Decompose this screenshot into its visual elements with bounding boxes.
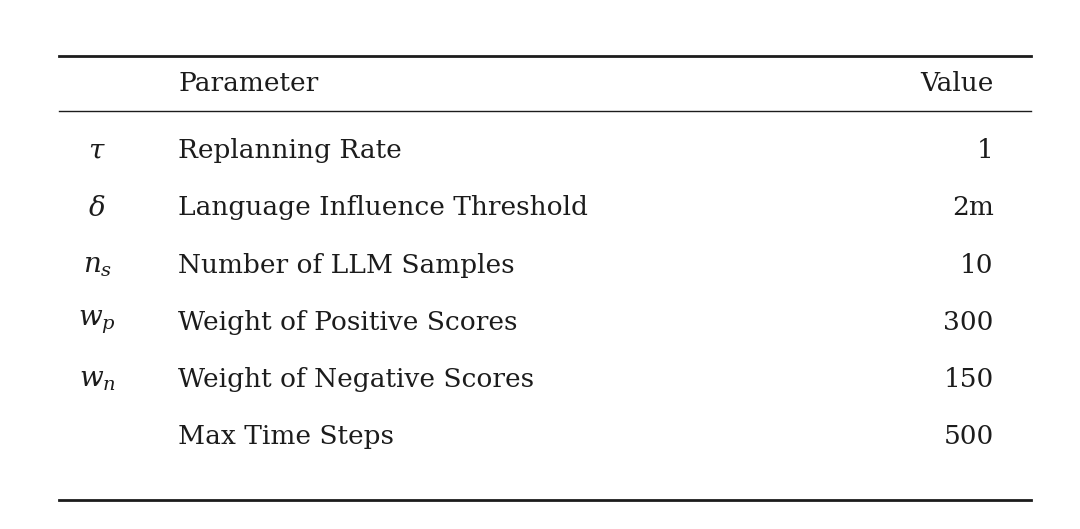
Text: Value: Value	[920, 70, 994, 96]
Text: $\tau$: $\tau$	[89, 137, 106, 165]
Text: $n_s$: $n_s$	[82, 251, 112, 279]
Text: Language Influence Threshold: Language Influence Threshold	[178, 195, 589, 221]
Text: 2m: 2m	[951, 195, 994, 221]
Text: $\delta$: $\delta$	[89, 194, 106, 222]
Text: Number of LLM Samples: Number of LLM Samples	[178, 252, 515, 278]
Text: 300: 300	[943, 309, 994, 335]
Text: Weight of Negative Scores: Weight of Negative Scores	[178, 367, 535, 392]
Text: 150: 150	[943, 367, 994, 392]
Text: $w_p$: $w_p$	[79, 308, 116, 336]
Text: 1: 1	[976, 138, 994, 163]
Text: Replanning Rate: Replanning Rate	[178, 138, 402, 163]
Text: Parameter: Parameter	[178, 70, 319, 96]
Text: 10: 10	[960, 252, 994, 278]
Text: $w_n$: $w_n$	[79, 366, 116, 393]
Text: 500: 500	[943, 424, 994, 449]
Text: Max Time Steps: Max Time Steps	[178, 424, 394, 449]
Text: Weight of Positive Scores: Weight of Positive Scores	[178, 309, 517, 335]
